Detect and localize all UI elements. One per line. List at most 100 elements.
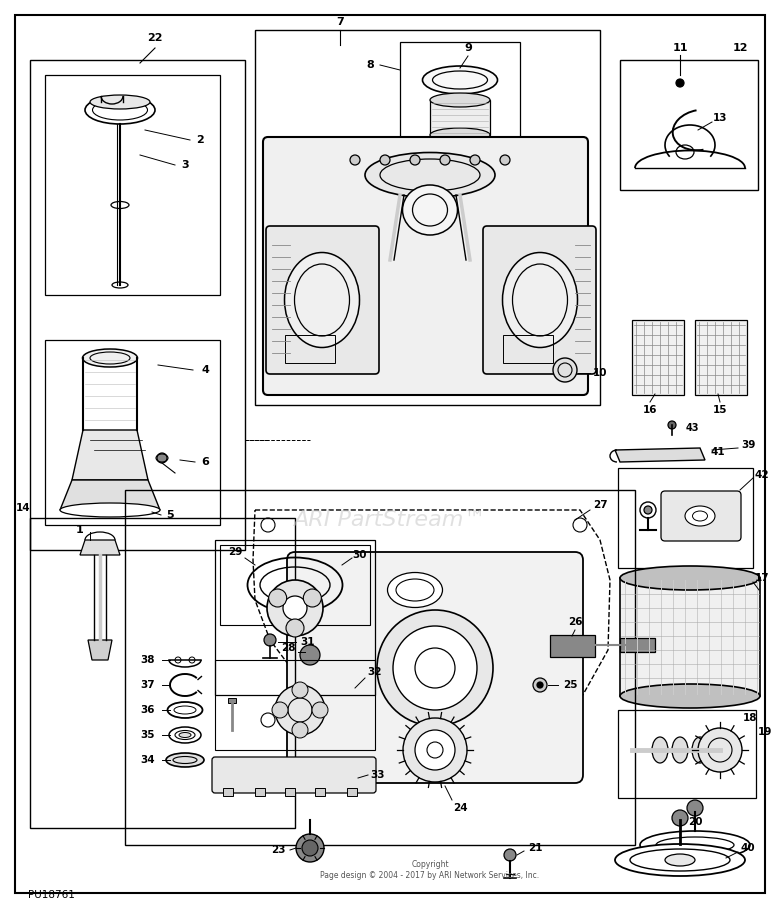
Ellipse shape bbox=[665, 854, 695, 866]
Circle shape bbox=[403, 718, 467, 782]
Circle shape bbox=[553, 358, 577, 382]
Ellipse shape bbox=[692, 737, 708, 763]
FancyBboxPatch shape bbox=[263, 137, 588, 395]
FancyBboxPatch shape bbox=[212, 757, 376, 793]
Bar bbox=[215, 660, 375, 750]
Circle shape bbox=[380, 155, 390, 165]
Bar bbox=[632, 320, 684, 395]
Ellipse shape bbox=[502, 252, 577, 348]
Ellipse shape bbox=[312, 702, 328, 718]
Bar bbox=[400, 42, 520, 142]
Circle shape bbox=[640, 502, 656, 518]
Ellipse shape bbox=[640, 831, 750, 859]
Ellipse shape bbox=[620, 566, 760, 590]
Text: 19: 19 bbox=[758, 727, 772, 737]
Circle shape bbox=[470, 155, 480, 165]
Ellipse shape bbox=[85, 96, 155, 124]
Text: 3: 3 bbox=[181, 160, 189, 170]
Text: 38: 38 bbox=[140, 655, 155, 665]
Bar bbox=[215, 540, 375, 695]
Bar bbox=[45, 75, 220, 295]
Ellipse shape bbox=[90, 95, 150, 109]
Bar bbox=[30, 60, 245, 550]
Circle shape bbox=[275, 685, 325, 735]
Bar bbox=[618, 468, 753, 568]
FancyBboxPatch shape bbox=[661, 491, 741, 541]
Bar bbox=[618, 710, 756, 798]
Ellipse shape bbox=[620, 684, 760, 708]
Text: 39: 39 bbox=[741, 440, 755, 450]
Text: 30: 30 bbox=[353, 550, 367, 560]
Bar bbox=[620, 578, 760, 696]
Circle shape bbox=[393, 626, 477, 710]
Circle shape bbox=[296, 834, 324, 862]
FancyBboxPatch shape bbox=[483, 226, 596, 374]
Text: 27: 27 bbox=[593, 500, 608, 510]
Circle shape bbox=[377, 610, 493, 726]
Circle shape bbox=[668, 421, 676, 429]
Circle shape bbox=[283, 596, 307, 620]
Bar bbox=[430, 100, 490, 135]
Polygon shape bbox=[80, 540, 120, 555]
Bar bbox=[220, 545, 370, 625]
Text: 41: 41 bbox=[711, 447, 725, 457]
Text: 35: 35 bbox=[140, 730, 155, 740]
Text: 24: 24 bbox=[452, 803, 467, 813]
Circle shape bbox=[415, 730, 455, 770]
Circle shape bbox=[350, 155, 360, 165]
Text: 32: 32 bbox=[367, 667, 382, 677]
Text: 13: 13 bbox=[713, 113, 727, 123]
Ellipse shape bbox=[166, 753, 204, 767]
Text: 22: 22 bbox=[147, 33, 163, 43]
Bar bbox=[125, 490, 635, 845]
Circle shape bbox=[189, 657, 195, 663]
Text: 26: 26 bbox=[568, 617, 582, 627]
Bar bbox=[620, 638, 655, 652]
Circle shape bbox=[644, 506, 652, 514]
Bar bbox=[695, 320, 747, 395]
Ellipse shape bbox=[685, 506, 715, 526]
Bar bbox=[285, 788, 295, 796]
FancyBboxPatch shape bbox=[266, 226, 379, 374]
Bar bbox=[503, 335, 553, 363]
Ellipse shape bbox=[272, 702, 288, 718]
Circle shape bbox=[302, 840, 318, 856]
Ellipse shape bbox=[60, 503, 160, 517]
Text: 29: 29 bbox=[228, 547, 242, 557]
FancyBboxPatch shape bbox=[287, 552, 583, 783]
Circle shape bbox=[698, 728, 742, 772]
Ellipse shape bbox=[268, 589, 287, 607]
Ellipse shape bbox=[423, 66, 498, 94]
Ellipse shape bbox=[388, 572, 442, 608]
Text: 23: 23 bbox=[271, 845, 285, 855]
Circle shape bbox=[264, 634, 276, 646]
Text: 31: 31 bbox=[301, 637, 315, 647]
Bar bbox=[347, 788, 357, 796]
Bar bbox=[620, 60, 758, 190]
Text: 42: 42 bbox=[755, 470, 769, 480]
Text: 17: 17 bbox=[755, 573, 769, 583]
Ellipse shape bbox=[179, 733, 191, 737]
Text: ARI PartStream™: ARI PartStream™ bbox=[294, 510, 486, 530]
Ellipse shape bbox=[615, 844, 745, 876]
Text: 34: 34 bbox=[140, 755, 155, 765]
Text: 43: 43 bbox=[686, 423, 699, 433]
Bar bbox=[255, 788, 265, 796]
Bar bbox=[315, 788, 325, 796]
Text: 16: 16 bbox=[643, 405, 658, 415]
Text: 4: 4 bbox=[201, 365, 209, 375]
Circle shape bbox=[175, 657, 181, 663]
Ellipse shape bbox=[672, 737, 688, 763]
Ellipse shape bbox=[402, 185, 458, 235]
Ellipse shape bbox=[365, 153, 495, 197]
Text: Copyright
Page design © 2004 - 2017 by ARI Network Services, Inc.: Copyright Page design © 2004 - 2017 by A… bbox=[321, 860, 540, 880]
Bar bbox=[30, 518, 295, 828]
Text: 6: 6 bbox=[201, 457, 209, 467]
Text: 2: 2 bbox=[196, 135, 204, 145]
Bar bbox=[228, 698, 236, 703]
Bar bbox=[255, 30, 600, 405]
Circle shape bbox=[687, 800, 703, 816]
Text: 10: 10 bbox=[593, 368, 608, 378]
Text: 14: 14 bbox=[16, 503, 30, 513]
Circle shape bbox=[537, 682, 543, 688]
